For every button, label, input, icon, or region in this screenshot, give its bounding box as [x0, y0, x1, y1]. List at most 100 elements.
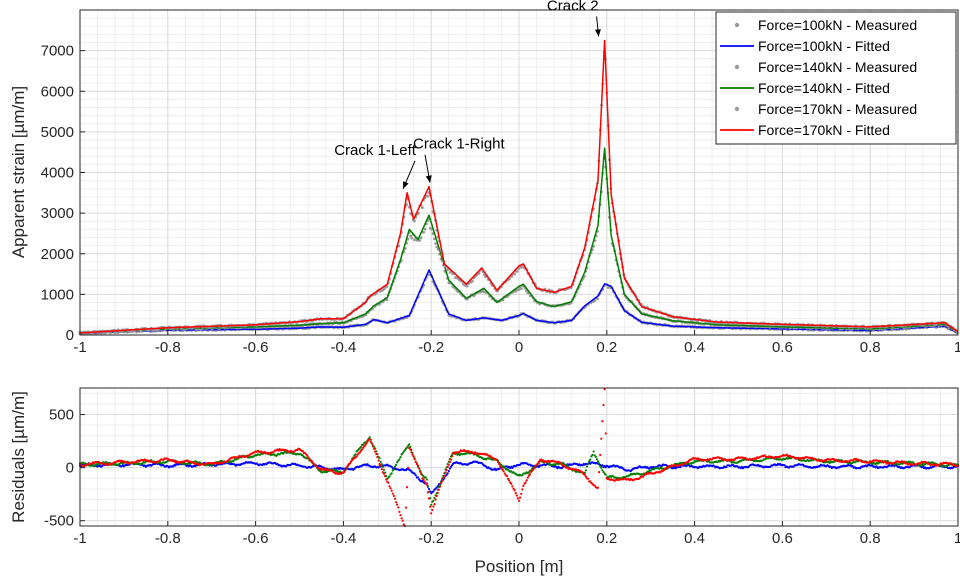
measured-point	[519, 287, 523, 291]
residual-point	[435, 494, 438, 498]
residual-point	[395, 501, 398, 504]
measured-point	[432, 237, 436, 241]
residual-point	[598, 471, 601, 474]
residual-point	[410, 451, 413, 454]
residual-point	[397, 506, 400, 509]
residual-point	[520, 492, 523, 495]
residual-point	[514, 492, 517, 495]
legend-label: Force=170kN - Fitted	[758, 122, 890, 138]
strain-y-ticks: 0 1000 2000 3000 4000 5000 6000 7000	[41, 43, 85, 344]
strain-x-tick-label: -0.8	[155, 339, 181, 356]
residual-point	[354, 453, 357, 456]
measured-point	[413, 238, 416, 242]
residuals-x-tick-label: 0	[515, 530, 523, 547]
residual-point	[388, 485, 391, 488]
residual-point	[444, 471, 447, 474]
residual-point	[427, 487, 431, 491]
measured-point	[517, 288, 520, 292]
measured-point	[471, 279, 474, 283]
residual-point	[495, 458, 499, 461]
strain-x-tick-label: 0.8	[860, 339, 881, 356]
residual-point	[396, 503, 399, 506]
strain-x-tick-label: 0	[515, 339, 523, 356]
residual-point	[513, 489, 516, 492]
residual-point	[355, 455, 358, 458]
strain-x-tick-label: 0.4	[684, 339, 705, 356]
residual-point	[388, 475, 391, 478]
residual-point	[438, 485, 442, 488]
residual-point	[392, 468, 395, 471]
strain-y-tick-label: 7000	[41, 43, 74, 60]
residual-point	[604, 432, 607, 435]
measured-point	[435, 245, 439, 249]
residual-point	[446, 465, 449, 469]
residuals-y-tick-label: -500	[44, 513, 74, 530]
strain-y-tick-label: 6000	[41, 83, 74, 100]
residual-point	[502, 470, 505, 473]
residual-point	[447, 463, 450, 466]
residual-point	[528, 473, 532, 476]
residual-point	[519, 496, 522, 499]
residuals-x-tick-label: -0.4	[330, 530, 356, 547]
residual-point	[381, 465, 384, 468]
residual-point	[414, 474, 417, 477]
residual-point	[442, 476, 445, 480]
residual-point	[412, 455, 415, 458]
strain-y-axis-label: Apparent strain [µm/m]	[9, 86, 28, 258]
legend-label: Force=140kN - Fitted	[758, 80, 890, 96]
strain-x-tick-label: 0.6	[772, 339, 793, 356]
residual-point	[370, 442, 373, 445]
residual-point	[596, 460, 600, 463]
residual-point	[382, 468, 386, 471]
residual-point	[515, 494, 518, 497]
legend-marker-measured	[734, 64, 740, 70]
residuals-x-tick-label: -0.2	[418, 530, 444, 547]
annotation-label: Crack 1-Right	[413, 136, 506, 153]
residual-point	[427, 497, 431, 500]
residual-point	[497, 461, 500, 464]
residual-point	[431, 508, 434, 511]
residual-point	[416, 464, 420, 467]
measured-point	[593, 299, 597, 302]
residuals-x-tick-label: -0.6	[243, 530, 269, 547]
residual-point	[418, 467, 421, 470]
strain-panel: -1 -0.8 -0.6 -0.4 -0.2 0 0.2 0.4 0.6 0.8 1 0 1000 20…	[9, 0, 960, 356]
residual-point	[448, 461, 451, 464]
measured-point	[422, 230, 426, 234]
residual-point	[378, 457, 381, 460]
strain-x-tick-label: 0.2	[596, 339, 617, 356]
measured-point	[417, 211, 420, 215]
residual-point	[437, 488, 440, 491]
strain-series-group	[78, 39, 959, 336]
residual-point	[585, 465, 589, 468]
residual-point	[382, 472, 386, 475]
residual-point	[510, 482, 513, 485]
legend-label: Force=100kN - Fitted	[758, 38, 890, 54]
residuals-x-axis-label: Position [m]	[475, 557, 564, 576]
residual-point	[404, 506, 408, 509]
residual-point	[441, 480, 444, 483]
residual-point	[406, 486, 409, 489]
legend-label: Force=170kN - Measured	[758, 101, 917, 117]
residual-point	[592, 450, 595, 453]
residual-point	[398, 510, 401, 513]
legend-label: Force=140kN - Measured	[758, 59, 917, 75]
residual-point	[429, 505, 432, 508]
residual-point	[600, 437, 603, 440]
residual-point	[591, 453, 594, 456]
residual-point	[426, 491, 429, 494]
measured-point	[465, 284, 469, 288]
legend-label: Force=100kN - Measured	[758, 17, 917, 33]
strain-x-tick-label: -0.6	[243, 339, 269, 356]
residual-point	[445, 468, 448, 472]
residual-point	[425, 483, 428, 486]
residual-point	[389, 487, 392, 490]
residual-point	[379, 460, 382, 463]
residual-point	[368, 436, 371, 439]
residual-point	[536, 462, 539, 465]
measured-point	[515, 270, 519, 273]
measured-point	[434, 242, 437, 246]
residual-point	[443, 474, 446, 477]
residuals-y-axis-label: Residuals [µm/m]	[9, 391, 28, 523]
